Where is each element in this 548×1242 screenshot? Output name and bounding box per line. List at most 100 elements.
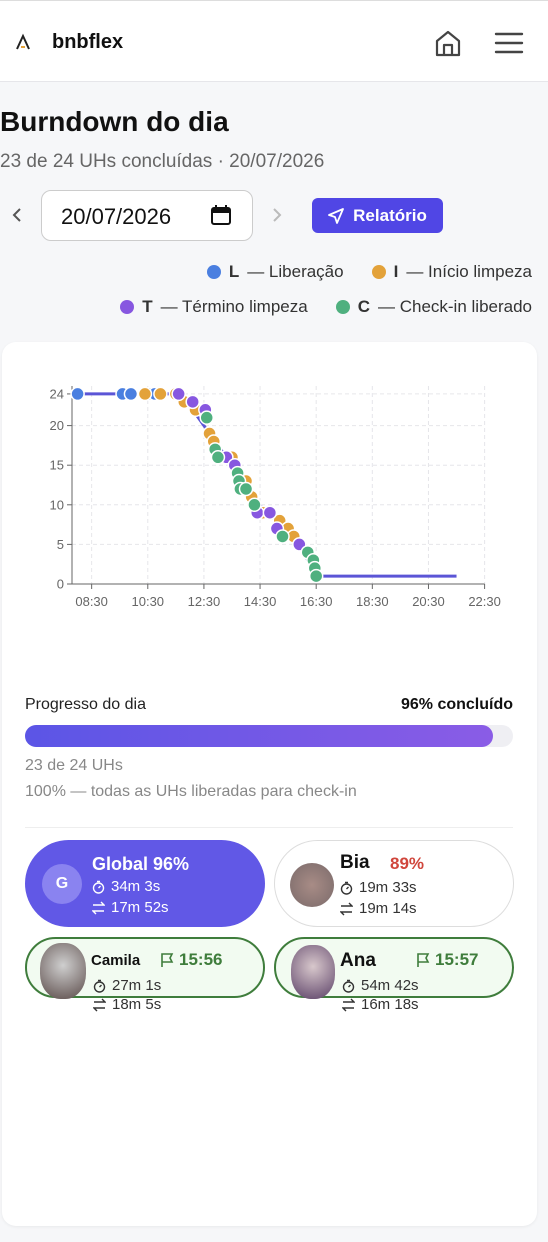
progress-label: Progresso do dia — [25, 696, 146, 713]
legend-row: L — Liberação I — Início limpeza — [206, 262, 532, 282]
swap-icon — [93, 998, 106, 1011]
flag-time: 15:57 — [416, 950, 478, 970]
menu-button[interactable] — [494, 29, 524, 57]
time-row: 19m 14s — [340, 900, 417, 917]
avatar — [40, 943, 86, 999]
burndown-line — [77, 392, 457, 578]
card-percent: 96% — [153, 854, 190, 874]
legend-label: — Início limpeza — [406, 262, 532, 281]
home-button[interactable] — [433, 28, 463, 58]
card-name: Bia — [340, 852, 370, 873]
time-row: 18m 5s — [93, 996, 161, 1013]
next-day[interactable] — [268, 205, 286, 225]
time-1: 19m 33s — [359, 879, 417, 896]
card-name-text: Global — [92, 854, 149, 874]
data-point — [210, 450, 226, 465]
card-name: Global 96% — [92, 854, 189, 875]
calendar-icon — [211, 205, 231, 225]
legend-key: C — [357, 297, 370, 316]
top-bar: bnbflex — [0, 0, 548, 82]
x-tick-label: 20:30 — [412, 594, 445, 609]
time-row: 19m 33s — [340, 879, 417, 896]
legend-label: — Check-in liberado — [377, 297, 532, 316]
progress-track — [25, 725, 513, 747]
card-name: Camila — [91, 952, 141, 969]
global-card[interactable]: G Global 96% 34m 3s 17m 52s — [25, 840, 265, 927]
x-tick-label: 18:30 — [356, 594, 389, 609]
legend-item: I — Início limpeza — [371, 262, 532, 282]
data-point — [153, 386, 168, 402]
avatar — [291, 945, 335, 999]
x-tick-label: 08:30 — [75, 594, 108, 609]
data-point — [308, 568, 324, 584]
timer-icon — [92, 880, 105, 894]
burndown-chart: 0 5 10 15 20 24 08:30 10:30 12:30 14:30 16:30 18:30… — [50, 386, 501, 609]
time-2: 18m 5s — [112, 996, 162, 1013]
legend-swatch — [120, 300, 135, 314]
time-row: 17m 52s — [92, 899, 169, 916]
data-point — [262, 505, 278, 520]
prev-day[interactable] — [8, 205, 26, 225]
legend-item: T — Término limpeza — [120, 297, 308, 317]
legend-swatch — [335, 300, 350, 314]
y-tick-label: 0 — [57, 577, 64, 592]
page-subtitle: 23 de 24 UHs concluídas · 20/07/2026 — [0, 151, 325, 172]
legend-row: T — Término limpeza C — Check-in liberado — [120, 297, 532, 317]
data-point — [171, 386, 186, 402]
time-1: 34m 3s — [111, 878, 161, 895]
time-row: 34m 3s — [92, 878, 160, 895]
card-name: Ana — [340, 950, 376, 971]
data-point — [123, 386, 139, 402]
data-point — [247, 497, 262, 513]
progress-note: 100% — todas as UHs liberadas para check… — [25, 783, 357, 800]
flag-time: 15:56 — [160, 950, 222, 970]
swap-icon — [340, 902, 353, 915]
y-tick-label: 15 — [50, 458, 64, 473]
data-point — [238, 481, 254, 497]
legend-swatch — [206, 265, 221, 279]
time-1: 54m 42s — [361, 977, 419, 994]
y-tick-label: 20 — [50, 418, 64, 433]
x-tick-label: 14:30 — [244, 594, 277, 609]
legend-label: — Liberação — [247, 262, 344, 281]
send-icon — [328, 207, 345, 224]
data-point — [137, 386, 153, 402]
y-tick-label: 5 — [57, 537, 64, 552]
time-row: 16m 18s — [342, 996, 419, 1013]
person-card[interactable]: Camila 15:56 27m 1s 18m 5s — [25, 937, 265, 1013]
report-label: Relatório — [353, 205, 427, 225]
y-tick-label: 24 — [50, 386, 64, 401]
time-2: 17m 52s — [111, 899, 169, 916]
time-1: 27m 1s — [112, 977, 162, 994]
progress-count: 23 de 24 UHs — [25, 757, 123, 774]
flag-icon — [417, 953, 430, 967]
person-card[interactable]: Bia 89% 19m 33s 19m 14s — [274, 840, 514, 927]
legend-item: L — Liberação — [206, 262, 344, 282]
data-point — [275, 529, 290, 544]
divider — [25, 827, 513, 828]
card-percent: 89% — [390, 854, 425, 873]
x-tick-label: 10:30 — [132, 594, 165, 609]
person-card[interactable]: Ana 15:57 54m 42s 16m 18s — [274, 937, 514, 1013]
brand: bnbflex — [52, 31, 124, 53]
timer-icon — [342, 979, 355, 993]
progress-summary: 96% concluído — [400, 696, 513, 713]
logo — [16, 33, 30, 50]
y-tick-label: 10 — [50, 497, 64, 512]
date-input[interactable]: 20/07/2026 — [41, 190, 253, 241]
timer-icon — [340, 881, 353, 895]
time-2: 16m 18s — [361, 996, 419, 1013]
flag-icon — [161, 953, 174, 967]
content-card — [2, 342, 537, 1226]
legend-item: C — Check-in liberado — [335, 297, 532, 317]
avatar — [290, 863, 334, 907]
report-button[interactable]: Relatório — [312, 198, 443, 233]
x-tick-label: 16:30 — [300, 594, 333, 609]
time-2: 19m 14s — [359, 900, 417, 917]
x-tick-label: 22:30 — [468, 594, 501, 609]
time-row: 27m 1s — [93, 977, 161, 994]
timer-icon — [93, 979, 106, 993]
date-value: 20/07/2026 — [61, 204, 172, 229]
flag-time-text: 15:56 — [179, 950, 223, 969]
